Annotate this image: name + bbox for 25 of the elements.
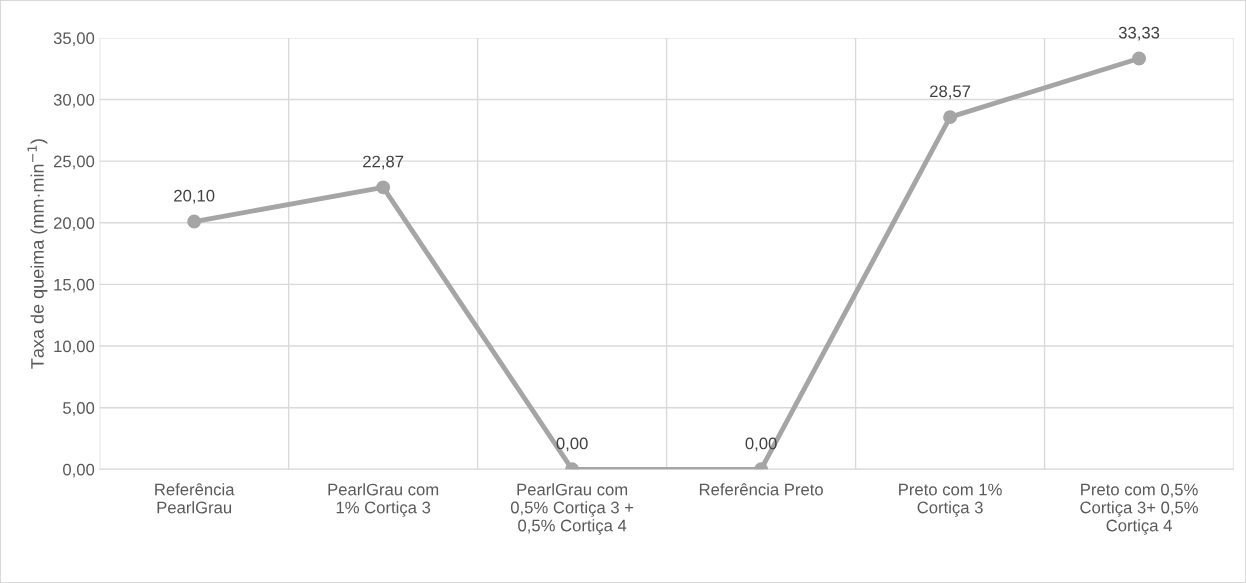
x-tick-label: PearlGrau com 0,5% Cortiça 3 + 0,5% Cortiça 4 xyxy=(510,483,634,535)
x-tick-label: Referência Preto xyxy=(699,483,823,496)
y-axis-title: Taxa de queima (mm·min$^{−1}$) xyxy=(27,139,48,369)
text: 20,10 xyxy=(174,189,215,204)
text: 22,87 xyxy=(363,155,404,170)
x-tick-label: PearlGrau com 1% Cortiça 3 xyxy=(328,483,439,517)
point xyxy=(187,214,202,229)
point xyxy=(376,180,391,195)
point xyxy=(1132,51,1146,66)
y-tick-label: 15,00 xyxy=(54,278,95,293)
text: 0,00 xyxy=(556,437,588,452)
y-tick-label: 20,00 xyxy=(53,217,95,231)
y-tick-label: 30,00 xyxy=(53,93,95,108)
text: 28,57 xyxy=(930,85,971,100)
y-tick-label: 10,00 xyxy=(54,340,95,355)
point xyxy=(943,110,958,125)
text: 0,00 xyxy=(745,437,777,452)
x-tick-label: Referência PearlGrau xyxy=(155,483,235,514)
y-tick-label: 0,00 xyxy=(63,463,95,478)
y-tick-label: 5,00 xyxy=(63,402,95,416)
x-tick-label: Preto com 1% Cortiça 3 xyxy=(899,483,1002,517)
x-tick-label: Preto com 0,5% Cortiça 3+ 0,5% Cortiça 4 xyxy=(1080,483,1198,535)
y-tick-label: 25,00 xyxy=(53,155,95,170)
y-tick-label: 35,00 xyxy=(53,32,95,47)
text: 33,33 xyxy=(1118,26,1160,41)
